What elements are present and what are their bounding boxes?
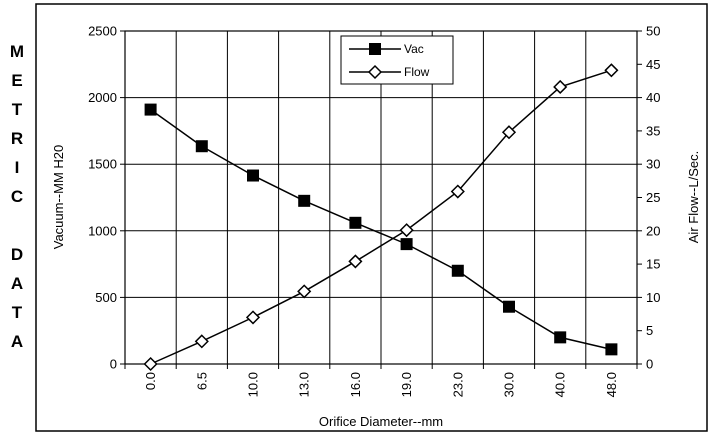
right-tick-label: 40 <box>646 90 660 105</box>
right-tick-label: 5 <box>646 323 653 338</box>
side-letter-c: C <box>11 187 23 206</box>
side-letter-a: A <box>11 274 23 293</box>
data-point-flow <box>297 284 312 299</box>
side-letter-t: T <box>12 100 23 119</box>
x-tick-label: 0.0 <box>143 372 158 390</box>
left-tick-label: 1500 <box>88 157 117 172</box>
legend-vac-marker <box>369 43 381 55</box>
data-point-vac <box>503 300 515 313</box>
left-tick-label: 0 <box>110 357 117 372</box>
series-line-flow <box>150 69 612 365</box>
right-tick-label: 25 <box>646 190 660 205</box>
right-tick-label: 20 <box>646 223 660 238</box>
x-axis: 0.0 6.5 10.0 13.0 16.0 19.0 23.0 30.0 40.0 48.0 <box>124 364 638 397</box>
right-tick-label: 30 <box>646 157 660 172</box>
data-point-flow <box>143 356 158 372</box>
side-letter-e: E <box>11 71 22 90</box>
left-y-axis: 0 500 1000 1500 2000 2500 <box>88 24 125 372</box>
legend-flow-label: Flow <box>404 65 430 79</box>
side-letter-d: D <box>11 245 23 264</box>
right-tick-label: 50 <box>646 24 660 39</box>
outer-border <box>35 3 708 432</box>
x-tick-label: 23.0 <box>450 372 465 397</box>
x-tick-label: 48.0 <box>604 372 619 397</box>
x-tick-label: 13.0 <box>297 372 312 397</box>
data-point-vac <box>605 343 618 356</box>
x-tick-label: 6.5 <box>194 372 209 390</box>
x-tick-label: 19.0 <box>399 372 414 397</box>
legend: Vac Flow <box>340 35 454 85</box>
y-axis-right-label: Air Flow--L/Sec. <box>686 151 701 243</box>
data-point-vac <box>400 238 413 251</box>
x-tick-label: 30.0 <box>502 372 517 397</box>
data-point-flow <box>553 79 568 95</box>
x-tick-label: 16.0 <box>348 372 363 397</box>
data-point-flow <box>501 125 517 140</box>
side-letter-a: A <box>11 332 23 351</box>
right-tick-label: 10 <box>646 290 660 305</box>
left-tick-label: 2000 <box>88 90 117 105</box>
legend-box <box>340 35 454 85</box>
data-point-vac <box>349 216 362 229</box>
x-tick-label: 10.0 <box>246 372 261 397</box>
data-point-vac <box>298 194 311 207</box>
data-point-flow <box>450 184 465 199</box>
data-point-flow <box>348 254 363 269</box>
legend-vac-label: Vac <box>404 42 424 56</box>
left-tick-label: 2500 <box>88 24 117 39</box>
data-point-vac <box>451 264 464 277</box>
grid-lines <box>125 30 637 365</box>
left-tick-label: 1000 <box>88 223 117 238</box>
data-point-flow <box>245 310 261 325</box>
right-tick-label: 35 <box>646 123 660 138</box>
right-y-axis: 0 5 10 15 20 25 30 35 40 45 50 <box>637 24 660 372</box>
data-point-vac <box>195 140 208 153</box>
data-point-vac <box>144 103 157 116</box>
x-axis-label: Orifice Diameter--mm <box>319 414 443 429</box>
right-tick-label: 45 <box>646 57 660 72</box>
data-point-flow <box>399 223 414 238</box>
x-tick-label: 40.0 <box>553 372 568 397</box>
series-line-vac <box>150 108 612 351</box>
right-tick-label: 0 <box>646 357 653 372</box>
data-point-vac <box>554 331 567 344</box>
data-point-flow <box>604 63 619 78</box>
series-layer <box>143 63 619 372</box>
data-point-flow <box>194 334 209 349</box>
y-axis-left-label: Vacuum--MM H20 <box>51 145 66 250</box>
right-tick-label: 15 <box>646 257 660 272</box>
side-letter-t: T <box>12 303 23 322</box>
left-tick-label: 500 <box>95 290 117 305</box>
data-point-vac <box>247 169 259 182</box>
side-letter-r: R <box>11 129 23 148</box>
side-letter-m: M <box>10 42 24 61</box>
legend-flow-marker <box>367 64 383 80</box>
side-letter-i: I <box>15 158 20 177</box>
